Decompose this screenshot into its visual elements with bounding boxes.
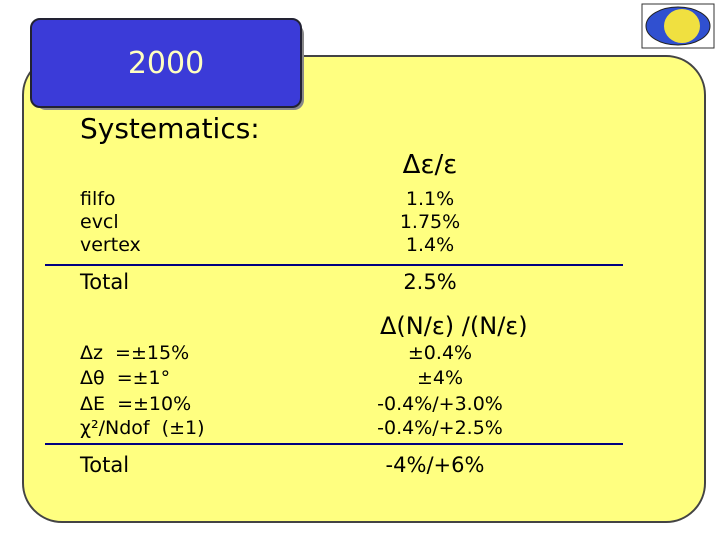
row-label: filfo: [80, 188, 116, 210]
row-label: Δθ =±1°: [80, 367, 171, 389]
total-value: 2.5%: [403, 270, 457, 294]
table2-header: Δ(N/ε) /(N/ε): [380, 312, 528, 340]
row-value: 1.75%: [399, 211, 461, 233]
rule: [45, 264, 623, 266]
panel: [22, 55, 706, 523]
title-box: 2000: [30, 18, 302, 108]
row-value: -0.4%/+3.0%: [377, 393, 503, 415]
total-label: Total: [80, 270, 130, 294]
logo-center: [664, 9, 700, 43]
title: 2000: [127, 45, 205, 81]
row-label: Δz =±15%: [80, 342, 190, 364]
row-label: evcl: [80, 211, 119, 233]
subtitle: Systematics:: [80, 112, 260, 145]
row-value: ±0.4%: [407, 342, 473, 364]
row-value: -0.4%/+2.5%: [377, 417, 503, 439]
row-value: 1.4%: [405, 234, 455, 256]
total-value: -4%/+6%: [385, 453, 485, 477]
logo: [641, 3, 715, 49]
row-label: ΔE =±10%: [80, 393, 192, 415]
rule: [45, 443, 623, 445]
row-value: 1.1%: [405, 188, 455, 210]
row-label: vertex: [80, 234, 141, 256]
table1-header: Δε/ε: [402, 150, 458, 180]
total-label: Total: [80, 453, 130, 477]
row-label: χ²/Ndof (±1): [80, 417, 205, 439]
row-value: ±4%: [416, 367, 464, 389]
